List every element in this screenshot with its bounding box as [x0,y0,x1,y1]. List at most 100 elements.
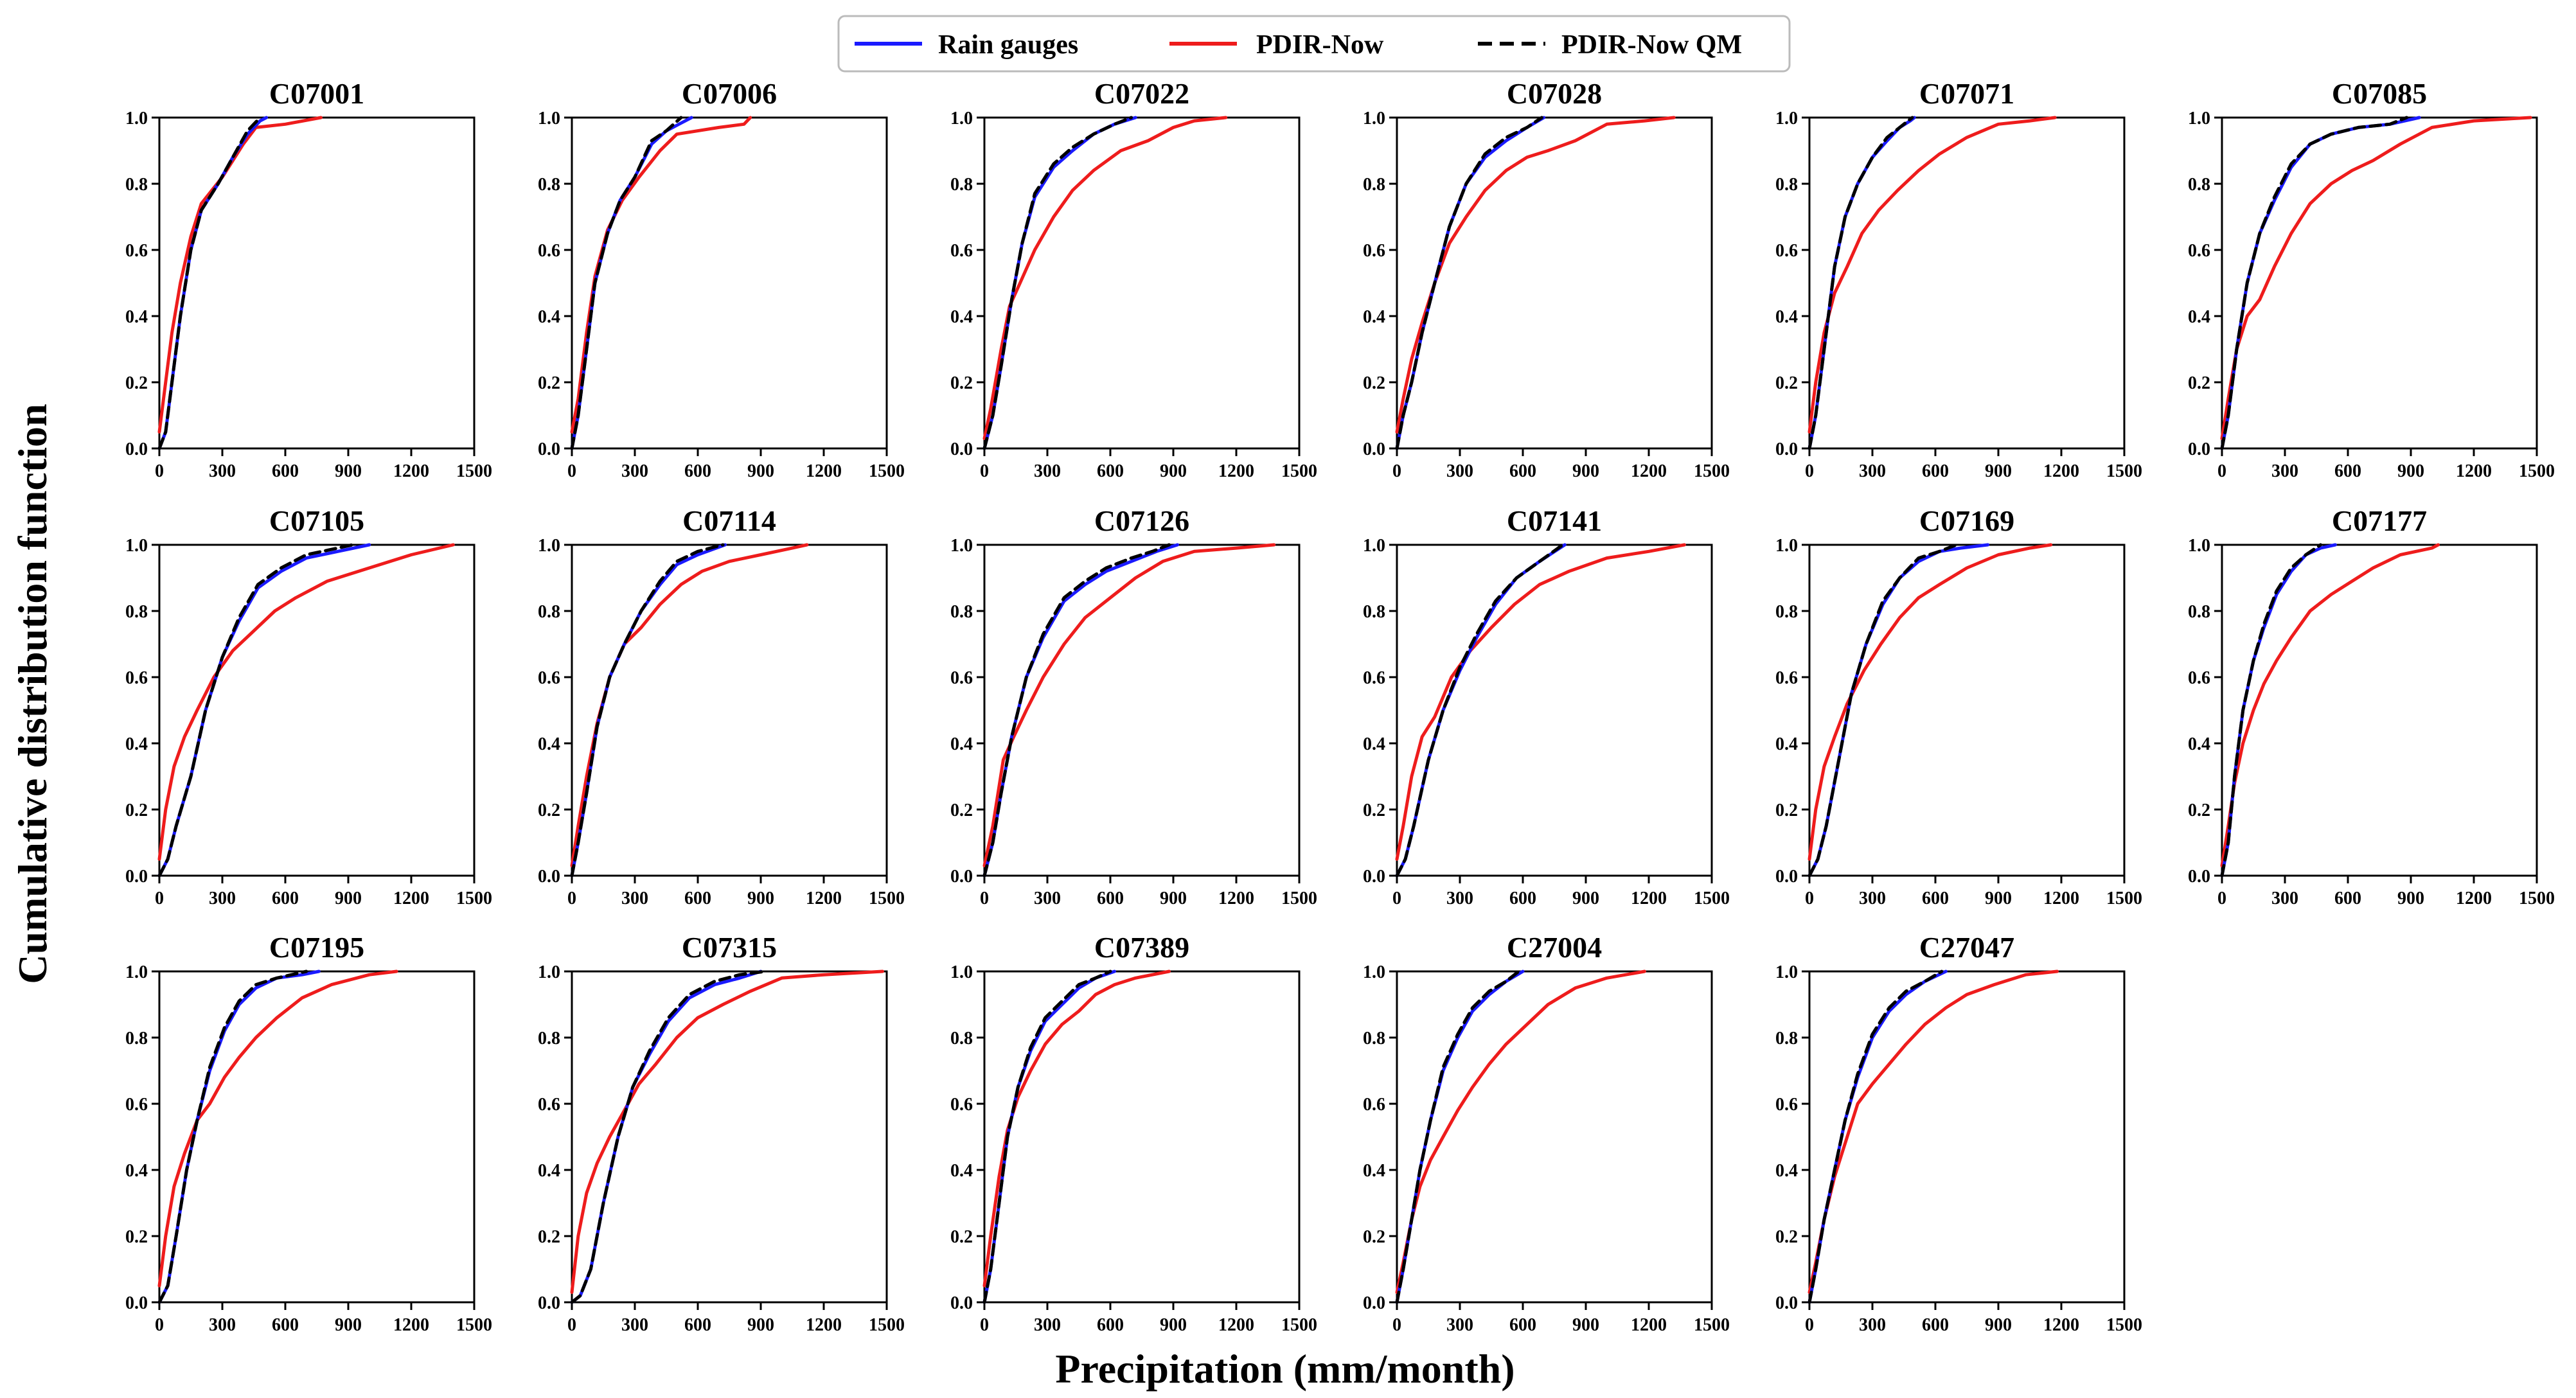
x-tick-label-c07315-2: 600 [684,1315,711,1335]
series-pdir-c07141 [1395,543,1686,861]
x-tick-label-c27047-3: 900 [1985,1315,2012,1335]
series-pdir-c07028 [1395,116,1676,434]
y-tick-label-c07028-2: 0.4 [1363,307,1385,327]
series-pdir-c27004 [1395,969,1646,1294]
y-tick-label-c07177-2: 0.4 [2188,734,2210,754]
series-qm-c07114 [570,543,725,878]
y-tick-label-c07169-0: 0.0 [1775,867,1798,887]
series-qm-c07085 [2220,116,2408,450]
x-tick-label-c07071-4: 1200 [2043,461,2079,481]
y-tick-label-c07071-3: 0.6 [1775,241,1798,261]
panel-c07126: C07126 0 300 600 900 1200 1500 0.0 0.2 0.4 0.6 0.8 1… [950,504,1317,908]
x-tick-label-c07141-4: 1200 [1631,889,1667,908]
y-tick-label-c07141-3: 0.6 [1363,668,1385,688]
x-tick-label-c07006-1: 300 [621,461,648,481]
x-tick-label-c27047-4: 1200 [2043,1315,2079,1335]
y-tick-label-c27047-1: 0.2 [1775,1227,1798,1247]
x-tick-label-c07195-0: 0 [155,1315,164,1335]
y-tick-label-c07141-2: 0.4 [1363,734,1385,754]
legend-label-gauge: Rain gauges [938,30,1078,60]
panel-c07315: C07315 0 300 600 900 1200 1500 0.0 0.2 0.4 0.6 0.8 1… [538,931,905,1335]
y-tick-label-c07085-2: 0.4 [2188,307,2210,327]
series-pdir-c07006 [570,116,752,434]
y-tick-label-c07022-1: 0.2 [950,373,973,393]
series-qm-c07006 [570,116,683,450]
x-tick-label-c07022-5: 1500 [1281,461,1317,481]
x-tick-label-c07177-3: 900 [2397,889,2424,908]
x-tick-label-c07071-3: 900 [1985,461,2012,481]
y-tick-label-c27047-3: 0.6 [1775,1095,1798,1115]
y-tick-label-c07085-0: 0.0 [2188,439,2210,459]
x-tick-label-c07169-4: 1200 [2043,889,2079,908]
x-tick-label-c07071-5: 1500 [2106,461,2142,481]
x-tick-label-c07315-3: 900 [747,1315,774,1335]
panel-c07028: C07028 0 300 600 900 1200 1500 0.0 0.2 0.4 0.6 0.8 1… [1363,77,1730,481]
y-tick-label-c27004-2: 0.4 [1363,1161,1385,1181]
x-tick-label-c07114-0: 0 [567,889,576,908]
y-tick-label-c07126-2: 0.4 [950,734,973,754]
y-tick-label-c27047-0: 0.0 [1775,1293,1798,1313]
y-tick-label-c07114-5: 1.0 [538,536,560,556]
x-tick-label-c27047-2: 600 [1922,1315,1949,1335]
series-qm-c07195 [157,969,308,1304]
y-tick-label-c07126-5: 1.0 [950,536,973,556]
panel-title-c07001: C07001 [269,77,364,110]
x-tick-label-c07022-3: 900 [1160,461,1187,481]
y-tick-label-c07001-5: 1.0 [125,109,148,128]
series-gauge-c07085 [2220,116,2421,450]
x-tick-label-c07001-0: 0 [155,461,164,481]
series-gauge-c27004 [1395,969,1525,1304]
panel-title-c07114: C07114 [682,504,776,537]
x-tick-label-c27004-5: 1500 [1694,1315,1730,1335]
y-tick-label-c07177-3: 0.6 [2188,668,2210,688]
series-qm-c07126 [982,543,1171,878]
x-tick-label-c27047-0: 0 [1805,1315,1814,1335]
y-tick-label-c07126-3: 0.6 [950,668,973,688]
series-qm-c07389 [982,969,1112,1304]
x-tick-label-c07022-0: 0 [980,461,989,481]
panel-title-c07071: C07071 [1919,77,2014,110]
panel-c07141: C07141 0 300 600 900 1200 1500 0.0 0.2 0.4 0.6 0.8 1… [1363,504,1730,908]
y-tick-label-c27004-4: 0.8 [1363,1029,1385,1048]
x-tick-label-c07195-3: 900 [335,1315,362,1335]
series-pdir-c07169 [1808,543,2053,861]
x-tick-label-c07028-2: 600 [1509,461,1536,481]
y-tick-label-c07114-3: 0.6 [538,668,560,688]
axes-frame-c07169 [1808,544,2126,877]
y-tick-label-c07141-1: 0.2 [1363,801,1385,820]
x-tick-label-c07315-4: 1200 [806,1315,842,1335]
y-tick-label-c07006-1: 0.2 [538,373,560,393]
series-pdir-c07114 [570,543,809,867]
y-tick-label-c07315-0: 0.0 [538,1293,560,1313]
x-tick-label-c07195-5: 1500 [456,1315,492,1335]
x-tick-label-c07085-5: 1500 [2519,461,2555,481]
x-tick-label-c07114-1: 300 [621,889,648,908]
panel-c07071: C07071 0 300 600 900 1200 1500 0.0 0.2 0.4 0.6 0.8 1… [1775,77,2142,481]
x-tick-label-c07085-3: 900 [2397,461,2424,481]
y-tick-label-c07195-0: 0.0 [125,1293,148,1313]
x-tick-label-c07389-5: 1500 [1281,1315,1317,1335]
y-tick-label-c07195-4: 0.8 [125,1029,148,1048]
y-tick-label-c07141-4: 0.8 [1363,602,1385,622]
x-tick-label-c07126-5: 1500 [1281,889,1317,908]
y-tick-label-c07195-3: 0.6 [125,1095,148,1115]
y-tick-label-c07022-2: 0.4 [950,307,973,327]
series-pdir-c07071 [1808,116,2057,434]
y-axis-label: Cumulative distribution function [10,403,55,984]
y-tick-label-c07028-0: 0.0 [1363,439,1385,459]
series-gauge-c27047 [1808,969,1948,1304]
y-tick-label-c07028-3: 0.6 [1363,241,1385,261]
axes-frame-c07022 [983,116,1301,450]
x-tick-label-c27004-0: 0 [1392,1315,1401,1335]
x-tick-label-c07022-2: 600 [1097,461,1124,481]
panel-c07177: C07177 0 300 600 900 1200 1500 0.0 0.2 0.4 0.6 0.8 1… [2188,504,2555,908]
x-tick-label-c07006-5: 1500 [869,461,905,481]
x-tick-label-c07105-4: 1200 [393,889,429,908]
y-tick-label-c07177-0: 0.0 [2188,867,2210,887]
x-tick-label-c27004-4: 1200 [1631,1315,1667,1335]
x-tick-label-c07085-0: 0 [2217,461,2226,481]
y-tick-label-c07105-3: 0.6 [125,668,148,688]
y-tick-label-c07105-5: 1.0 [125,536,148,556]
series-qm-c07105 [157,543,354,878]
series-pdir-c07105 [157,543,455,861]
